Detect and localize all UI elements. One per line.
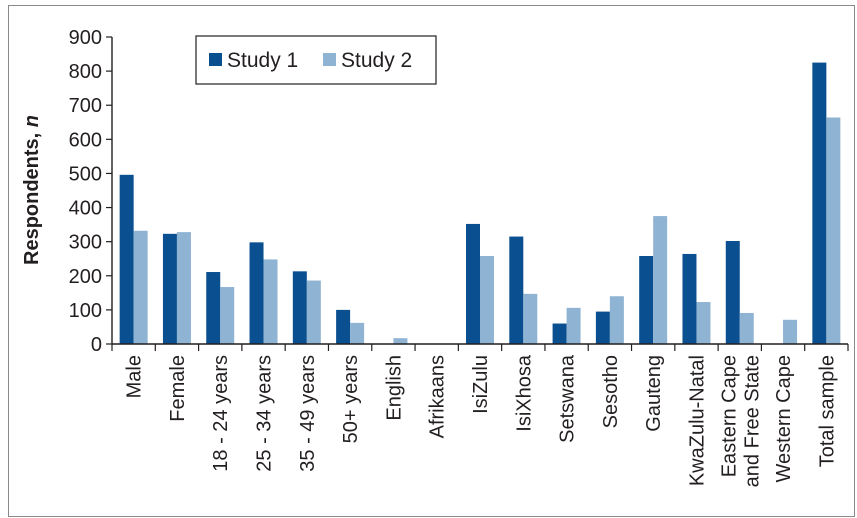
bar-study-2	[566, 307, 581, 344]
y-axis-label: Respondents, n	[21, 115, 43, 265]
x-category-label: Total sample	[816, 355, 838, 467]
x-category-label: English	[383, 355, 405, 421]
x-category-label: IsiXhosa	[513, 354, 535, 432]
bar-study-1	[466, 223, 480, 344]
bar-study-1	[509, 236, 524, 344]
y-axis-ticks: 0 100 200 300 400 500 600 700 800 900	[69, 27, 112, 356]
bar-study-1	[812, 62, 827, 344]
x-category-label: Sesotho	[600, 355, 622, 428]
bar-study-2	[739, 312, 754, 344]
y-tick-label: 700	[69, 95, 102, 117]
legend: Study 1 Study 2	[195, 35, 437, 85]
bar-study-2	[696, 302, 711, 344]
bar-study-2	[609, 296, 624, 344]
legend-label: Study 1	[227, 49, 298, 72]
x-category-label: 50+ years	[340, 355, 362, 443]
x-category-label: Afrikaans	[427, 355, 449, 438]
y-axis-label-group: Respondents, n	[21, 115, 43, 265]
legend-label: Study 2	[341, 49, 412, 72]
x-category-label: Eastern Capeand Free State	[718, 355, 763, 487]
y-tick-label: 900	[69, 27, 102, 49]
legend-swatch	[323, 53, 336, 66]
bar-study-1	[336, 309, 351, 344]
x-category-label: 35 - 49 years	[297, 355, 319, 472]
x-category-label: Female	[167, 355, 189, 422]
legend-swatch	[209, 53, 222, 66]
x-category-label: 25 - 34 years	[254, 355, 276, 472]
bar-study-2	[220, 287, 235, 344]
bar-study-2	[393, 338, 408, 344]
bar-study-1	[292, 271, 307, 344]
x-category-label: KwaZulu-Natal	[686, 355, 708, 486]
legend-box	[195, 35, 437, 85]
bar-study-1	[552, 323, 567, 344]
bar-study-2	[263, 259, 278, 344]
bar-study-2	[826, 117, 841, 344]
bar-study-1	[595, 311, 610, 344]
axes	[111, 37, 849, 351]
bar-study-1	[639, 255, 654, 344]
y-tick-label: 800	[69, 61, 102, 83]
bar-study-2	[306, 280, 321, 344]
bar-study-2	[176, 232, 191, 344]
bar-study-2	[350, 322, 365, 344]
x-category-label: Gauteng	[643, 355, 665, 432]
bar-study-2	[653, 216, 668, 344]
bar-study-1	[206, 272, 221, 344]
bars	[119, 62, 841, 344]
bar-study-1	[119, 174, 134, 344]
y-tick-label: 600	[69, 129, 102, 151]
y-tick-label: 300	[69, 232, 102, 254]
bar-study-1	[682, 253, 697, 344]
y-tick-label: 100	[69, 300, 102, 322]
x-category-label: Setswana	[557, 354, 579, 443]
bar-study-1	[162, 233, 177, 344]
y-tick-label: 0	[91, 334, 102, 356]
bar-study-2	[523, 293, 538, 344]
x-category-label: 18 - 24 years	[210, 355, 232, 472]
y-tick-label: 200	[69, 266, 102, 288]
x-category-label: IsiZulu	[470, 355, 492, 414]
bar-study-2	[480, 255, 494, 344]
y-tick-label: 500	[69, 163, 102, 185]
y-tick-label: 400	[69, 198, 102, 220]
bar-study-2	[133, 230, 148, 344]
x-category-label: Male	[124, 355, 146, 398]
bar-study-2	[783, 319, 798, 344]
category-labels: Male Female 18 - 24 years 25 - 34 years 35 -…	[124, 354, 839, 487]
bar-study-1	[725, 240, 740, 344]
x-category-label: Western Cape	[773, 355, 795, 482]
bar-study-1	[249, 242, 264, 344]
chart-frame	[8, 5, 855, 517]
